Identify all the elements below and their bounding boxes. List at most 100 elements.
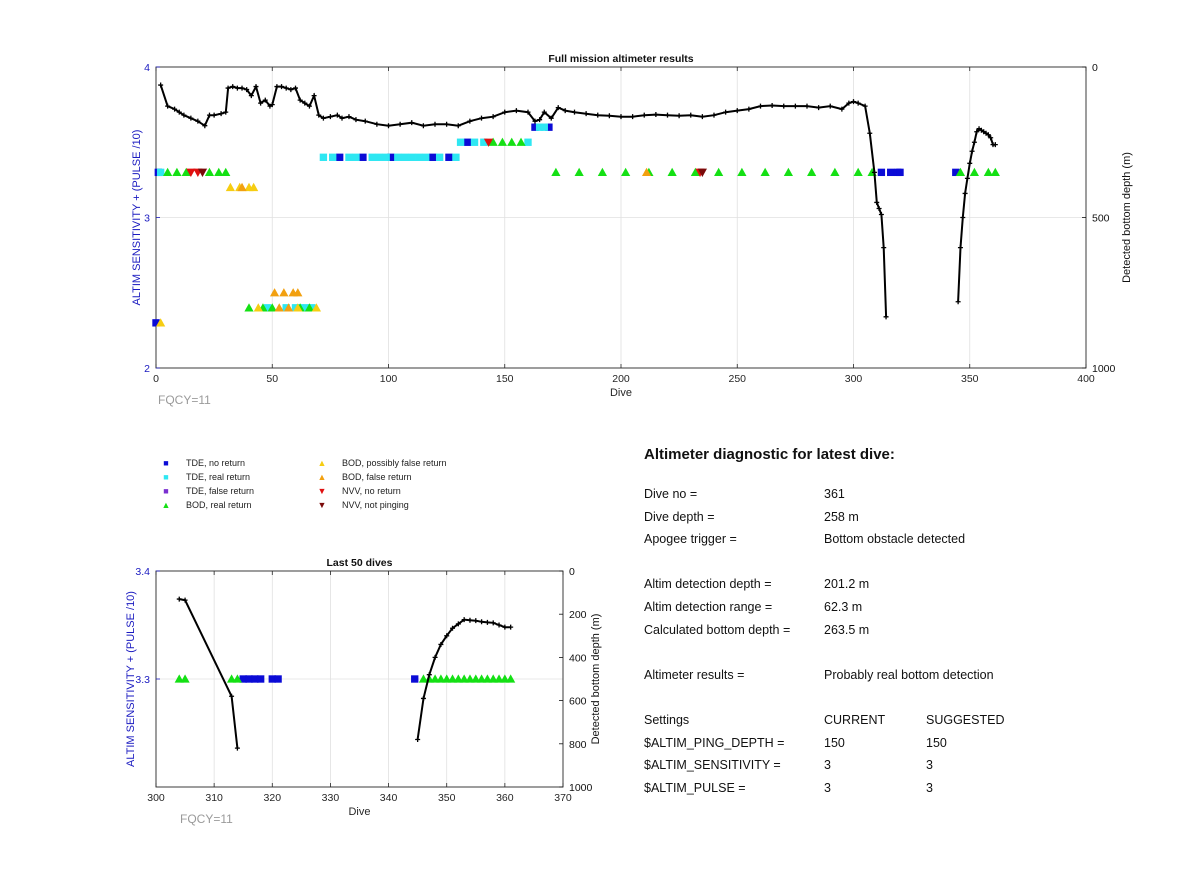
bottom-depth-point bbox=[311, 93, 317, 99]
bod-marker bbox=[459, 674, 469, 683]
bod-marker bbox=[267, 303, 277, 312]
bod-marker bbox=[311, 303, 322, 312]
bottom-depth-point bbox=[182, 597, 188, 603]
bottom-depth-point bbox=[327, 114, 333, 120]
legend: ■ TDE, no return ■ TDE, real return ■ TDE, fa… bbox=[160, 458, 520, 518]
bottom-depth-point bbox=[426, 672, 432, 678]
bottom-depth-point bbox=[269, 102, 275, 108]
bottom-depth-point bbox=[781, 103, 787, 109]
legend-label: BOD, false return bbox=[342, 472, 412, 482]
diagnostic-panel: Altimeter diagnostic for latest dive: Di… bbox=[644, 446, 1164, 803]
diagnostic-row: Altimeter results = Probably real bottom … bbox=[644, 668, 1164, 691]
setting-name: $ALTIM_PING_DEPTH = bbox=[644, 735, 785, 750]
y2-tick-label: 800 bbox=[569, 739, 587, 751]
legend-label: TDE, no return bbox=[186, 458, 246, 468]
bottom-depth-point bbox=[258, 100, 264, 106]
bottom-depth-point bbox=[855, 100, 861, 106]
bottom-depth-point bbox=[455, 621, 461, 627]
square-marker-icon: ■ bbox=[163, 472, 169, 482]
diagnostic-value: 258 m bbox=[824, 509, 859, 524]
tde-marker bbox=[239, 675, 247, 683]
diagnostic-label: Dive depth = bbox=[644, 509, 715, 524]
tde-marker bbox=[415, 153, 423, 161]
bottom-depth-point bbox=[572, 109, 577, 115]
bottom-depth-point bbox=[513, 108, 519, 114]
bottom-depth-point bbox=[409, 120, 415, 126]
settings-header-row: Settings CURRENT SUGGESTED bbox=[644, 713, 1164, 736]
bottom-depth-point bbox=[883, 314, 889, 320]
tde-marker bbox=[456, 138, 465, 146]
legend-label: NVV, not pinging bbox=[342, 500, 409, 510]
square-marker-icon: ■ bbox=[163, 458, 169, 468]
bottom-depth-point bbox=[758, 103, 763, 109]
legend-label: TDE, real return bbox=[186, 472, 251, 482]
diagnostic-row: Apogee trigger = Bottom obstacle detected bbox=[644, 532, 1164, 555]
y2-tick-label: 0 bbox=[569, 566, 575, 578]
x-axis-label: Dive bbox=[610, 387, 632, 399]
bottom-depth-point bbox=[432, 121, 438, 127]
diagnostic-value: 201.2 m bbox=[824, 577, 870, 592]
bottom-depth-point bbox=[653, 112, 659, 118]
y-tick-label: 4 bbox=[144, 62, 150, 74]
tde-marker bbox=[335, 153, 344, 161]
bod-marker bbox=[690, 167, 700, 177]
x-tick-label: 250 bbox=[728, 373, 746, 385]
bottom-depth-point bbox=[218, 111, 224, 117]
y2-tick-label: 200 bbox=[569, 609, 587, 621]
bottom-depth-point bbox=[420, 123, 426, 129]
bod-marker bbox=[465, 674, 475, 683]
bottom-depth-point bbox=[583, 111, 589, 117]
triangle-up-marker-icon: ▲ bbox=[317, 472, 327, 482]
bottom-depth-point bbox=[262, 97, 268, 103]
legend-label: BOD, real return bbox=[186, 500, 252, 510]
tde-marker bbox=[352, 153, 360, 161]
bottom-depth-point bbox=[230, 84, 236, 90]
bod-marker bbox=[667, 167, 677, 177]
y2-tick-label: 0 bbox=[1092, 62, 1098, 74]
bottom-depth-point bbox=[432, 654, 438, 660]
bottom-depth-point bbox=[846, 100, 852, 106]
bottom-depth-point bbox=[992, 142, 998, 148]
y2-tick-label: 1000 bbox=[569, 782, 593, 794]
bod-marker bbox=[516, 137, 526, 146]
bottom-depth-point bbox=[876, 205, 882, 211]
bod-marker bbox=[181, 167, 191, 177]
tde-marker bbox=[251, 675, 259, 683]
bottom-depth-point bbox=[297, 97, 303, 103]
last-50-dives-plot: 300 310 320 330 340 350 360 370 3.3 3.4 0 200 400 600… bbox=[125, 557, 602, 826]
x-tick-label: 320 bbox=[264, 792, 282, 804]
settings-header-current: CURRENT bbox=[824, 712, 886, 727]
bottom-depth-point bbox=[878, 211, 884, 217]
settings-header-suggested: SUGGESTED bbox=[926, 712, 1005, 727]
tde-marker bbox=[245, 675, 253, 683]
legend-item: ▲ BOD, false return bbox=[316, 472, 412, 482]
bottom-depth-point bbox=[302, 100, 308, 106]
tde-marker bbox=[887, 168, 895, 177]
bottom-depth-point bbox=[306, 103, 312, 109]
bod-marker bbox=[274, 303, 284, 312]
tde-marker bbox=[368, 153, 376, 161]
bod-marker bbox=[442, 674, 452, 683]
bottom-depth-point bbox=[985, 132, 991, 138]
bod-marker bbox=[853, 167, 863, 177]
bod-marker bbox=[507, 137, 517, 146]
bottom-depth-point bbox=[195, 118, 201, 124]
bottom-depth-point bbox=[223, 109, 229, 115]
tde-marker bbox=[428, 153, 437, 161]
diagnostic-title: Altimeter diagnostic for latest dive: bbox=[644, 446, 895, 463]
bottom-depth-point bbox=[969, 148, 975, 154]
bod-marker bbox=[279, 288, 289, 297]
bod-marker bbox=[163, 167, 173, 177]
nvv-marker bbox=[197, 168, 208, 177]
legend-label: TDE, false return bbox=[186, 486, 255, 496]
x-tick-label: 100 bbox=[380, 373, 398, 385]
bottom-depth-point bbox=[253, 84, 259, 90]
tde-marker bbox=[463, 138, 472, 146]
nvv-marker bbox=[483, 138, 494, 147]
tde-marker bbox=[445, 153, 453, 161]
bod-marker bbox=[304, 303, 315, 312]
x-tick-label: 310 bbox=[205, 792, 223, 804]
bod-marker bbox=[225, 182, 235, 192]
y2-tick-label: 1000 bbox=[1092, 363, 1116, 375]
